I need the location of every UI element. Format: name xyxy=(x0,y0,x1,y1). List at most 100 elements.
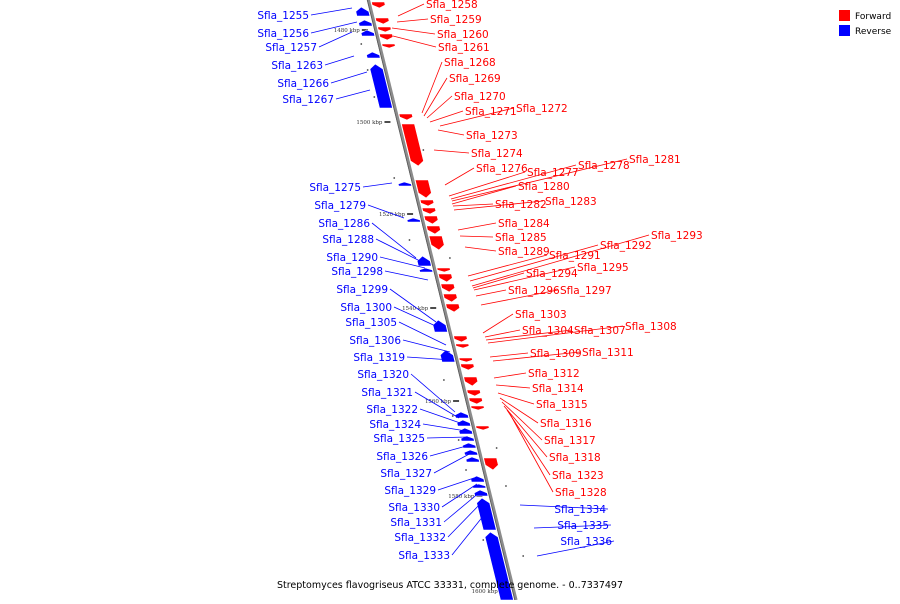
forward-gene-arrow[interactable] xyxy=(401,123,424,167)
reverse-gene-arrow[interactable] xyxy=(355,6,371,17)
forward-gene-arrow[interactable] xyxy=(463,376,479,387)
reverse-gene-arrow[interactable] xyxy=(397,181,413,187)
reverse-gene-arrow[interactable] xyxy=(418,267,434,273)
forward-gene-label[interactable]: Sfla_1284 xyxy=(498,218,550,230)
reverse-gene-label[interactable]: Sfla_1298 xyxy=(331,266,383,278)
forward-gene-arrow[interactable] xyxy=(460,363,475,371)
reverse-gene-label[interactable]: Sfla_1335 xyxy=(557,520,609,532)
forward-gene-label[interactable]: Sfla_1296 xyxy=(508,285,560,297)
forward-gene-label[interactable]: Sfla_1297 xyxy=(560,285,612,297)
reverse-gene-label[interactable]: Sfla_1321 xyxy=(361,387,413,399)
reverse-gene-label[interactable]: Sfla_1319 xyxy=(353,352,405,364)
reverse-gene-arrow[interactable] xyxy=(454,411,470,419)
forward-gene-label[interactable]: Sfla_1281 xyxy=(629,154,681,166)
forward-gene-label[interactable]: Sfla_1259 xyxy=(430,14,482,26)
reverse-gene-label[interactable]: Sfla_1288 xyxy=(322,234,374,246)
reverse-gene-label[interactable]: Sfla_1256 xyxy=(257,28,309,40)
reverse-gene-arrow[interactable] xyxy=(358,19,373,27)
reverse-gene-label[interactable]: Sfla_1255 xyxy=(257,10,309,22)
forward-gene-label[interactable]: Sfla_1289 xyxy=(498,246,550,258)
reverse-gene-label[interactable]: Sfla_1263 xyxy=(271,60,323,72)
forward-gene-label[interactable]: Sfla_1315 xyxy=(536,399,588,411)
reverse-gene-label[interactable]: Sfla_1332 xyxy=(394,532,446,544)
forward-gene-arrow[interactable] xyxy=(483,457,499,471)
forward-gene-label[interactable]: Sfla_1277 xyxy=(527,167,579,179)
reverse-gene-label[interactable]: Sfla_1275 xyxy=(309,182,361,194)
reverse-gene-arrow[interactable] xyxy=(360,29,376,37)
forward-gene-arrow[interactable] xyxy=(371,1,386,9)
forward-gene-label[interactable]: Sfla_1269 xyxy=(449,73,501,85)
forward-gene-label[interactable]: Sfla_1273 xyxy=(466,130,518,142)
forward-gene-label[interactable]: Sfla_1303 xyxy=(515,309,567,321)
reverse-gene-arrow[interactable] xyxy=(369,63,393,109)
forward-gene-arrow[interactable] xyxy=(475,425,490,431)
reverse-gene-arrow[interactable] xyxy=(463,449,479,456)
forward-gene-arrow[interactable] xyxy=(466,389,481,397)
forward-gene-label[interactable]: Sfla_1276 xyxy=(476,163,528,175)
forward-gene-label[interactable]: Sfla_1308 xyxy=(625,321,677,333)
forward-gene-label[interactable]: Sfla_1271 xyxy=(465,106,517,118)
forward-gene-label[interactable]: Sfla_1314 xyxy=(532,383,584,395)
reverse-gene-label[interactable]: Sfla_1290 xyxy=(326,252,378,264)
reverse-gene-arrow[interactable] xyxy=(432,319,448,333)
forward-gene-arrow[interactable] xyxy=(381,43,396,49)
forward-gene-arrow[interactable] xyxy=(426,225,441,235)
forward-gene-label[interactable]: Sfla_1258 xyxy=(426,0,478,11)
forward-gene-label[interactable]: Sfla_1292 xyxy=(600,240,652,252)
reverse-gene-arrow[interactable] xyxy=(470,475,485,483)
forward-gene-arrow[interactable] xyxy=(414,179,432,199)
reverse-gene-label[interactable]: Sfla_1267 xyxy=(282,94,334,106)
forward-gene-arrow[interactable] xyxy=(470,405,485,411)
forward-gene-label[interactable]: Sfla_1311 xyxy=(582,347,634,359)
reverse-gene-label[interactable]: Sfla_1286 xyxy=(318,218,370,230)
forward-gene-arrow[interactable] xyxy=(421,207,437,215)
forward-gene-arrow[interactable] xyxy=(375,17,390,25)
forward-gene-label[interactable]: Sfla_1278 xyxy=(578,160,630,172)
reverse-gene-arrow[interactable] xyxy=(465,456,480,463)
reverse-gene-label[interactable]: Sfla_1333 xyxy=(398,550,450,562)
forward-gene-arrow[interactable] xyxy=(455,343,470,349)
reverse-gene-label[interactable]: Sfla_1331 xyxy=(390,517,442,529)
forward-gene-arrow[interactable] xyxy=(440,283,456,293)
reverse-gene-label[interactable]: Sfla_1334 xyxy=(554,504,606,516)
reverse-gene-label[interactable]: Sfla_1336 xyxy=(560,536,612,548)
reverse-gene-label[interactable]: Sfla_1257 xyxy=(265,42,317,54)
forward-gene-arrow[interactable] xyxy=(442,293,458,303)
forward-gene-label[interactable]: Sfla_1294 xyxy=(526,268,578,280)
reverse-gene-label[interactable]: Sfla_1300 xyxy=(340,302,392,314)
reverse-gene-arrow[interactable] xyxy=(366,51,381,59)
reverse-gene-label[interactable]: Sfla_1305 xyxy=(345,317,397,329)
forward-gene-label[interactable]: Sfla_1270 xyxy=(454,91,506,103)
forward-gene-arrow[interactable] xyxy=(445,303,461,313)
forward-gene-label[interactable]: Sfla_1309 xyxy=(530,348,582,360)
reverse-gene-label[interactable]: Sfla_1327 xyxy=(380,468,432,480)
reverse-gene-label[interactable]: Sfla_1266 xyxy=(277,78,329,90)
reverse-gene-label[interactable]: Sfla_1329 xyxy=(384,485,436,497)
forward-gene-arrow[interactable] xyxy=(378,33,394,41)
reverse-gene-label[interactable]: Sfla_1320 xyxy=(357,369,409,381)
forward-gene-label[interactable]: Sfla_1295 xyxy=(577,262,629,274)
forward-gene-arrow[interactable] xyxy=(468,397,483,405)
forward-gene-arrow[interactable] xyxy=(428,235,445,251)
forward-gene-arrow[interactable] xyxy=(436,267,451,273)
forward-gene-arrow[interactable] xyxy=(419,199,435,207)
forward-gene-label[interactable]: Sfla_1283 xyxy=(545,196,597,208)
reverse-gene-label[interactable]: Sfla_1306 xyxy=(349,335,401,347)
reverse-gene-label[interactable]: Sfla_1330 xyxy=(388,502,440,514)
forward-gene-arrow[interactable] xyxy=(398,113,414,121)
forward-gene-arrow[interactable] xyxy=(423,215,439,225)
reverse-gene-label[interactable]: Sfla_1326 xyxy=(376,451,428,463)
forward-gene-label[interactable]: Sfla_1272 xyxy=(516,103,568,115)
forward-gene-label[interactable]: Sfla_1293 xyxy=(651,230,703,242)
forward-gene-label[interactable]: Sfla_1260 xyxy=(437,29,489,41)
forward-gene-arrow[interactable] xyxy=(453,335,468,343)
forward-gene-label[interactable]: Sfla_1285 xyxy=(495,232,547,244)
reverse-gene-label[interactable]: Sfla_1279 xyxy=(314,200,366,212)
reverse-gene-label[interactable]: Sfla_1324 xyxy=(369,419,421,431)
forward-gene-label[interactable]: Sfla_1312 xyxy=(528,368,580,380)
forward-gene-arrow[interactable] xyxy=(458,357,473,363)
forward-gene-label[interactable]: Sfla_1268 xyxy=(444,57,496,69)
reverse-gene-label[interactable]: Sfla_1299 xyxy=(336,284,388,296)
forward-gene-label[interactable]: Sfla_1328 xyxy=(555,487,607,499)
reverse-gene-arrow[interactable] xyxy=(476,497,497,531)
